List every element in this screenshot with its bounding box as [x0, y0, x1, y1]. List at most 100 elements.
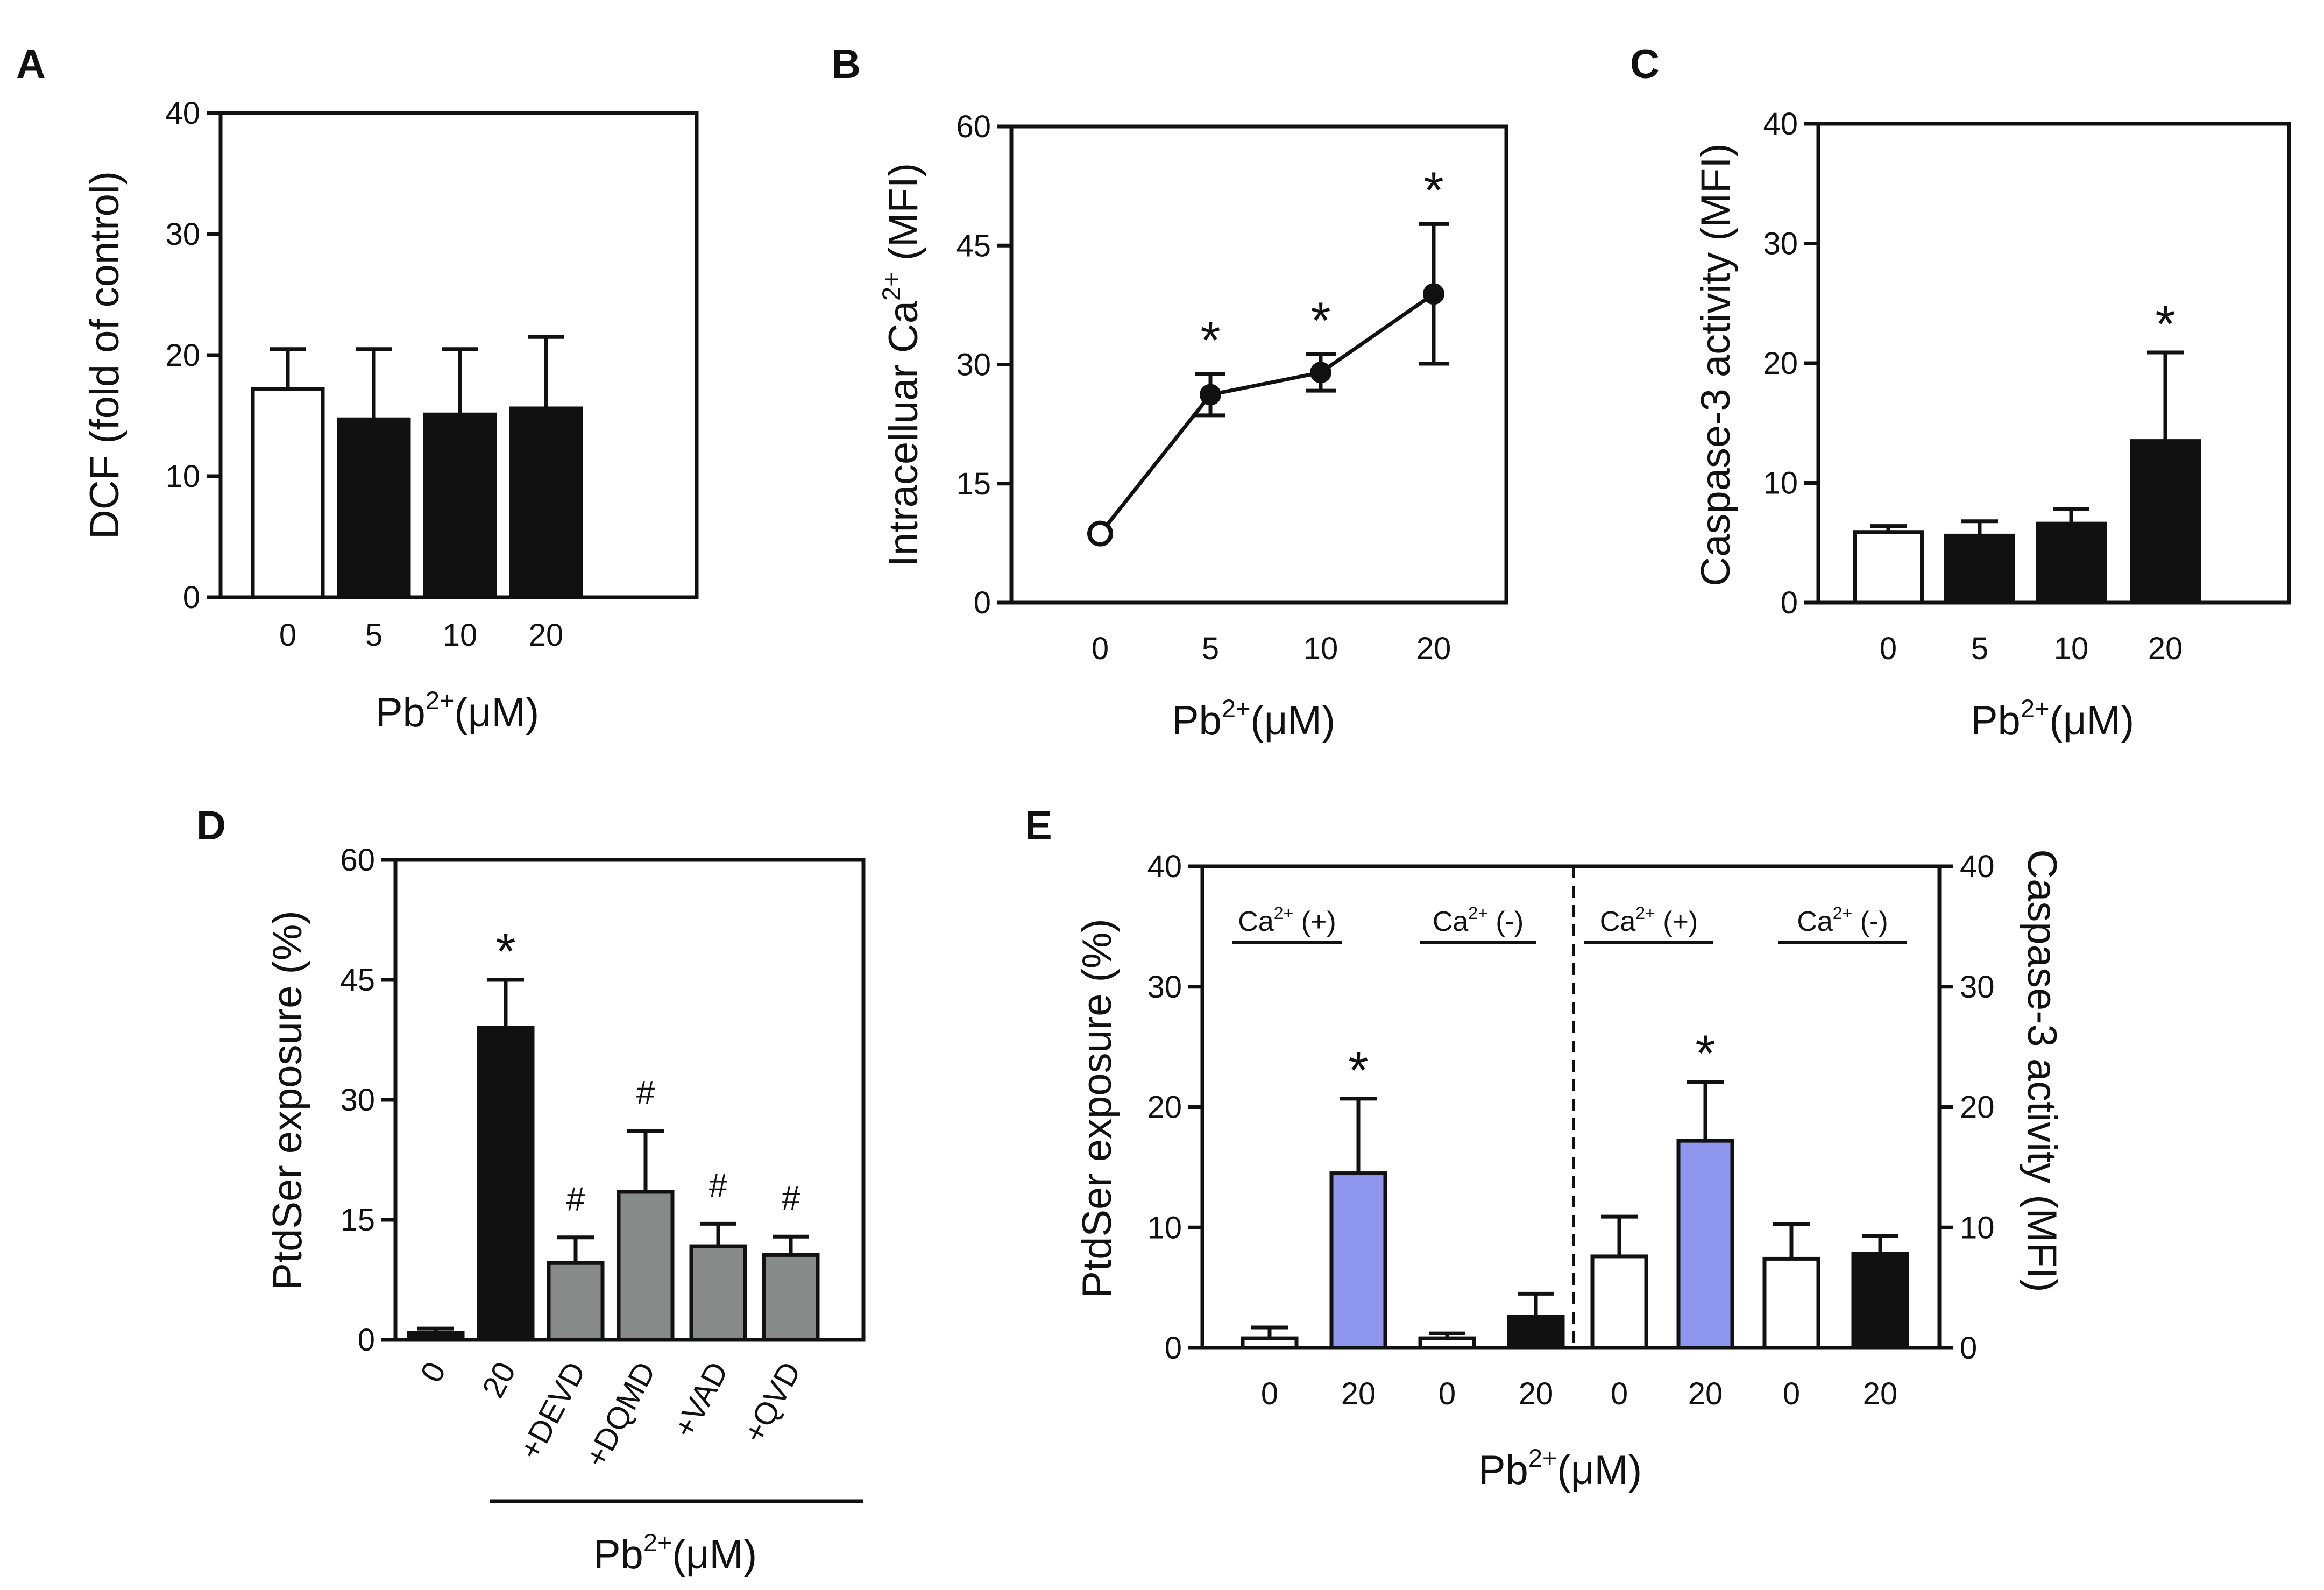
panel-label: C: [1630, 41, 1660, 87]
x-tick-label: 20: [1863, 1376, 1898, 1411]
bar: [1944, 533, 2015, 605]
y-tick-label: 0: [1781, 585, 1798, 620]
y-tick-label-right: 30: [1960, 970, 1995, 1005]
x-tick-label: 10: [2054, 631, 2089, 666]
x-tick-label: 0: [1611, 1376, 1628, 1411]
y-axis-label: PtdSer exposure (%): [265, 910, 310, 1290]
bar: [2130, 439, 2201, 605]
bar: [477, 1026, 535, 1342]
significance-star: *: [1200, 312, 1220, 369]
x-axis-label-rest: (μM): [672, 1532, 757, 1578]
significance-star: *: [1310, 292, 1330, 349]
y-tick-label: 20: [1763, 346, 1798, 381]
x-tick-label: +QVD: [736, 1356, 807, 1448]
data-point: [1310, 362, 1331, 384]
calcium-group-label: Ca2+ (+): [1600, 903, 1698, 937]
y-tick-label: 20: [165, 338, 200, 373]
bar: [423, 412, 497, 599]
x-axis-label-sup: 2+: [643, 1528, 672, 1557]
data-point: [1423, 283, 1444, 305]
x-tick-label: 20: [1341, 1376, 1376, 1411]
bar: [2036, 521, 2107, 605]
x-tick-label: 0: [1783, 1376, 1800, 1411]
calcium-group-label-sup: 2+: [1274, 903, 1293, 923]
x-tick-label: 0: [1880, 631, 1897, 666]
x-tick-label: 0: [1439, 1376, 1456, 1411]
y-tick-label: 30: [956, 348, 991, 383]
x-axis-label-sup: 2+: [1528, 1444, 1557, 1472]
panel-label: A: [16, 41, 46, 87]
calcium-group-label-base: Ca: [1600, 906, 1636, 937]
bar: [1418, 1336, 1476, 1350]
y-tick-label: 60: [340, 843, 375, 878]
x-tick-label: +VAD: [667, 1356, 735, 1444]
y-tick-label: 15: [956, 467, 991, 501]
calcium-group-label-rest: (+): [1293, 906, 1336, 937]
bar: [407, 1331, 465, 1342]
bar: [547, 1261, 605, 1342]
x-tick-label: 5: [365, 618, 382, 653]
y-axis-label-right: Caspase-3 activity (MFI): [2019, 849, 2065, 1292]
x-tick-label: 20: [476, 1356, 523, 1403]
significance-hash: #: [566, 1181, 585, 1218]
x-tick-label: 10: [443, 618, 478, 653]
x-axis-label: Pb2+(μM): [375, 686, 539, 736]
x-axis-label-rest: (μM): [454, 690, 539, 736]
x-axis-label-rest: (μM): [2049, 698, 2134, 744]
y-tick-label: 20: [1147, 1090, 1182, 1125]
y-tick-label: 0: [1165, 1331, 1182, 1366]
bar: [1507, 1315, 1565, 1350]
data-point: [1200, 384, 1221, 406]
significance-star: *: [1348, 1042, 1368, 1099]
y-axis-label-rest: (MFI): [881, 163, 926, 272]
calcium-group-label: Ca2+ (+): [1238, 903, 1336, 937]
bar: [337, 417, 411, 599]
bar: [509, 406, 583, 599]
x-axis-label-base: Pb: [1971, 698, 2021, 744]
x-axis-label-sup: 2+: [426, 686, 455, 715]
bar: [1329, 1171, 1387, 1350]
x-axis-label-rest: (μM): [1557, 1447, 1642, 1493]
x-tick-label: 0: [414, 1356, 453, 1388]
plot-frame: [1200, 864, 1942, 1350]
x-axis-label-base: Pb: [1478, 1447, 1528, 1493]
significance-star: *: [2155, 295, 2175, 353]
x-axis-label-sup: 2+: [2021, 694, 2050, 723]
x-tick-label: 20: [1688, 1376, 1723, 1411]
calcium-group-label: Ca2+ (-): [1433, 903, 1524, 937]
y-axis-label: Intracelluar Ca2+ (MFI): [877, 163, 926, 567]
x-tick-label: 5: [1971, 631, 1988, 666]
y-axis-label-sup: 2+: [877, 272, 905, 301]
y-tick-label: 10: [1763, 466, 1798, 501]
y-tick-label: 60: [956, 109, 991, 144]
x-tick-label: 20: [2148, 631, 2183, 666]
calcium-group-label-sup: 2+: [1468, 903, 1487, 923]
bar: [1851, 1252, 1909, 1350]
x-tick-label: 0: [279, 618, 296, 653]
calcium-group-label-base: Ca: [1433, 906, 1469, 937]
y-tick-label: 40: [1763, 107, 1798, 142]
calcium-group-label-sup: 2+: [1635, 903, 1655, 923]
x-tick-label: 0: [1261, 1376, 1278, 1411]
y-tick-label: 30: [1763, 227, 1798, 262]
significance-star: *: [1695, 1025, 1715, 1083]
significance-hash: #: [709, 1167, 728, 1204]
y-tick-label: 40: [165, 96, 200, 131]
y-tick-label: 15: [340, 1203, 375, 1238]
calcium-group-label-sup: 2+: [1833, 903, 1852, 923]
x-axis-label-sup: 2+: [1222, 694, 1251, 723]
x-axis-label-base: Pb: [593, 1532, 643, 1578]
y-tick-label: 0: [974, 585, 991, 620]
y-tick-label-right: 40: [1960, 849, 1995, 884]
y-tick-label: 45: [956, 228, 991, 263]
bar: [1853, 530, 1924, 605]
y-axis-label: DCF (fold of control): [82, 171, 127, 539]
panel-label: D: [196, 803, 226, 849]
calcium-group-label: Ca2+ (-): [1797, 903, 1888, 937]
bar: [251, 387, 325, 599]
x-axis-label: Pb2+(μM): [1172, 694, 1335, 744]
panel-c: C 0 10 20 30 40 * 0 5 10 20 Pb2+(μM) Caspase-3 activ…: [1630, 41, 2291, 744]
bar: [617, 1190, 675, 1342]
